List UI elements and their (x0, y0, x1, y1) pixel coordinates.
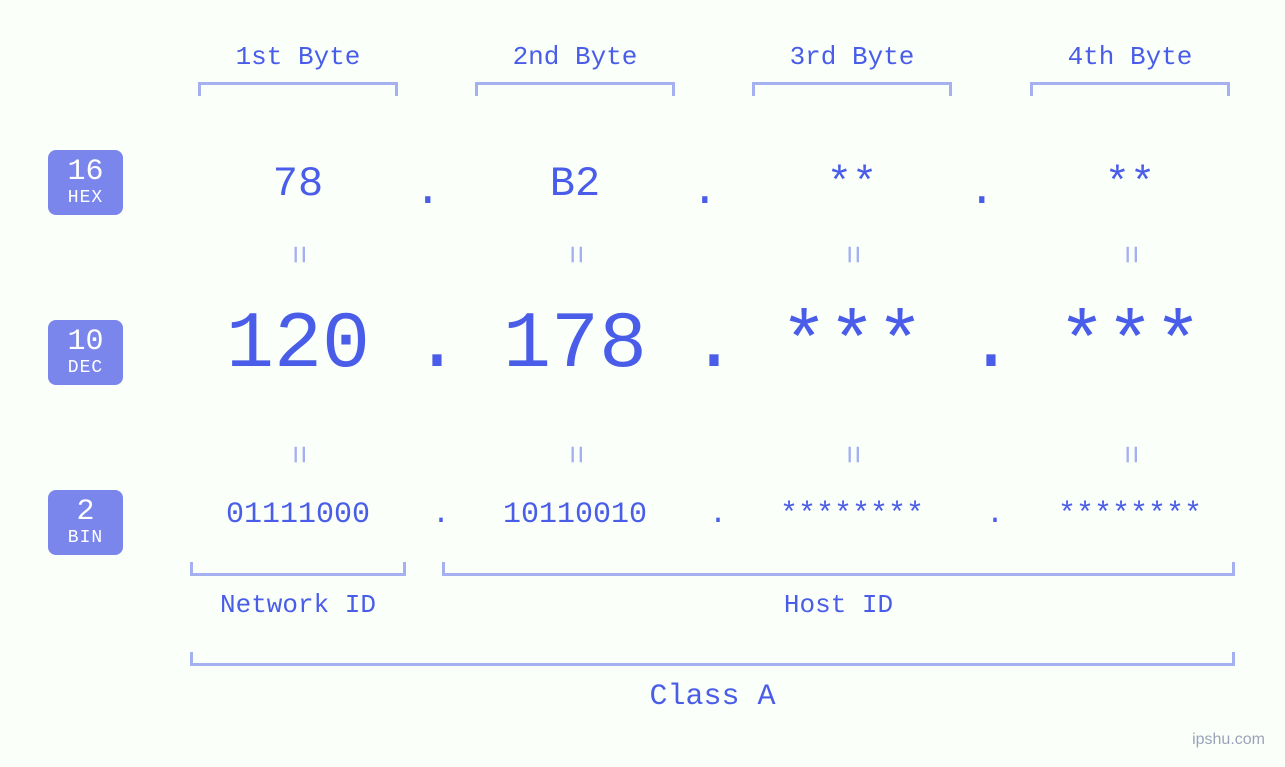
equals-hex-dec-2: = (556, 245, 593, 264)
hex-byte-3: ** (752, 160, 952, 208)
hex-byte-4: ** (1030, 160, 1230, 208)
base-badge-dec-label: DEC (48, 359, 123, 377)
bin-byte-2: 10110010 (445, 498, 705, 532)
class-label: Class A (190, 680, 1235, 714)
ip-bytes-diagram: 1st Byte 2nd Byte 3rd Byte 4th Byte 16 H… (0, 0, 1285, 767)
base-badge-bin-label: BIN (48, 529, 123, 547)
byte-header-3: 3rd Byte (752, 42, 952, 72)
equals-dec-bin-3: = (833, 445, 870, 464)
hex-dot-3: . (968, 165, 996, 217)
equals-dec-bin-2: = (556, 445, 593, 464)
byte-bracket-1 (198, 82, 398, 96)
hex-dot-2: . (691, 165, 719, 217)
hex-byte-2: B2 (475, 160, 675, 208)
base-badge-hex-num: 16 (48, 156, 123, 189)
class-bracket (190, 652, 1235, 666)
equals-dec-bin-4: = (1111, 445, 1148, 464)
byte-header-1: 1st Byte (198, 42, 398, 72)
base-badge-dec-num: 10 (48, 326, 123, 359)
bin-byte-4: ******** (1000, 498, 1260, 532)
byte-bracket-3 (752, 82, 952, 96)
hex-byte-1: 78 (198, 160, 398, 208)
network-id-bracket (190, 562, 406, 576)
equals-dec-bin-1: = (279, 445, 316, 464)
network-id-label: Network ID (190, 590, 406, 620)
host-id-bracket (442, 562, 1235, 576)
dec-byte-3: *** (724, 300, 980, 391)
base-badge-dec: 10 DEC (48, 320, 123, 385)
base-badge-hex-label: HEX (48, 189, 123, 207)
byte-bracket-4 (1030, 82, 1230, 96)
base-badge-bin-num: 2 (48, 496, 123, 529)
equals-hex-dec-1: = (279, 245, 316, 264)
dec-byte-4: *** (1002, 300, 1258, 391)
byte-header-2: 2nd Byte (475, 42, 675, 72)
host-id-label: Host ID (442, 590, 1235, 620)
base-badge-hex: 16 HEX (48, 150, 123, 215)
byte-bracket-2 (475, 82, 675, 96)
equals-hex-dec-4: = (1111, 245, 1148, 264)
bin-byte-3: ******** (722, 498, 982, 532)
dec-byte-1: 120 (170, 300, 426, 391)
watermark: ipshu.com (1192, 731, 1265, 749)
byte-header-4: 4th Byte (1030, 42, 1230, 72)
hex-dot-1: . (414, 165, 442, 217)
equals-hex-dec-3: = (833, 245, 870, 264)
base-badge-bin: 2 BIN (48, 490, 123, 555)
dec-byte-2: 178 (447, 300, 703, 391)
bin-byte-1: 01111000 (168, 498, 428, 532)
